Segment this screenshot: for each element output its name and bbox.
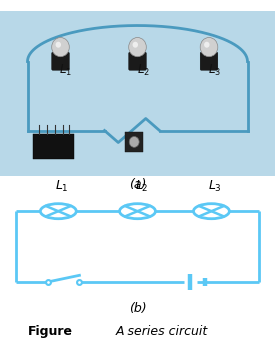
Text: $L_3$: $L_3$ [208, 179, 222, 194]
Circle shape [56, 42, 61, 48]
FancyBboxPatch shape [0, 11, 275, 176]
Text: A series circuit: A series circuit [116, 325, 208, 338]
Text: (b): (b) [129, 302, 146, 316]
Circle shape [204, 42, 210, 48]
Circle shape [129, 137, 139, 147]
Circle shape [120, 204, 155, 219]
Text: $L_2$: $L_2$ [135, 179, 148, 194]
Text: $L_1$: $L_1$ [59, 63, 73, 78]
Circle shape [52, 38, 69, 57]
Circle shape [129, 38, 146, 57]
Text: $L_1$: $L_1$ [55, 179, 69, 194]
Text: Figure: Figure [28, 325, 73, 338]
Circle shape [40, 204, 76, 219]
FancyBboxPatch shape [200, 52, 218, 70]
FancyBboxPatch shape [33, 133, 74, 159]
FancyBboxPatch shape [125, 132, 143, 152]
Circle shape [200, 38, 218, 57]
FancyBboxPatch shape [129, 52, 146, 70]
Circle shape [194, 204, 229, 219]
Text: (a): (a) [129, 178, 146, 191]
Text: $L_2$: $L_2$ [136, 63, 150, 78]
FancyBboxPatch shape [52, 52, 69, 70]
Text: $L_3$: $L_3$ [208, 63, 221, 78]
Circle shape [133, 42, 138, 48]
